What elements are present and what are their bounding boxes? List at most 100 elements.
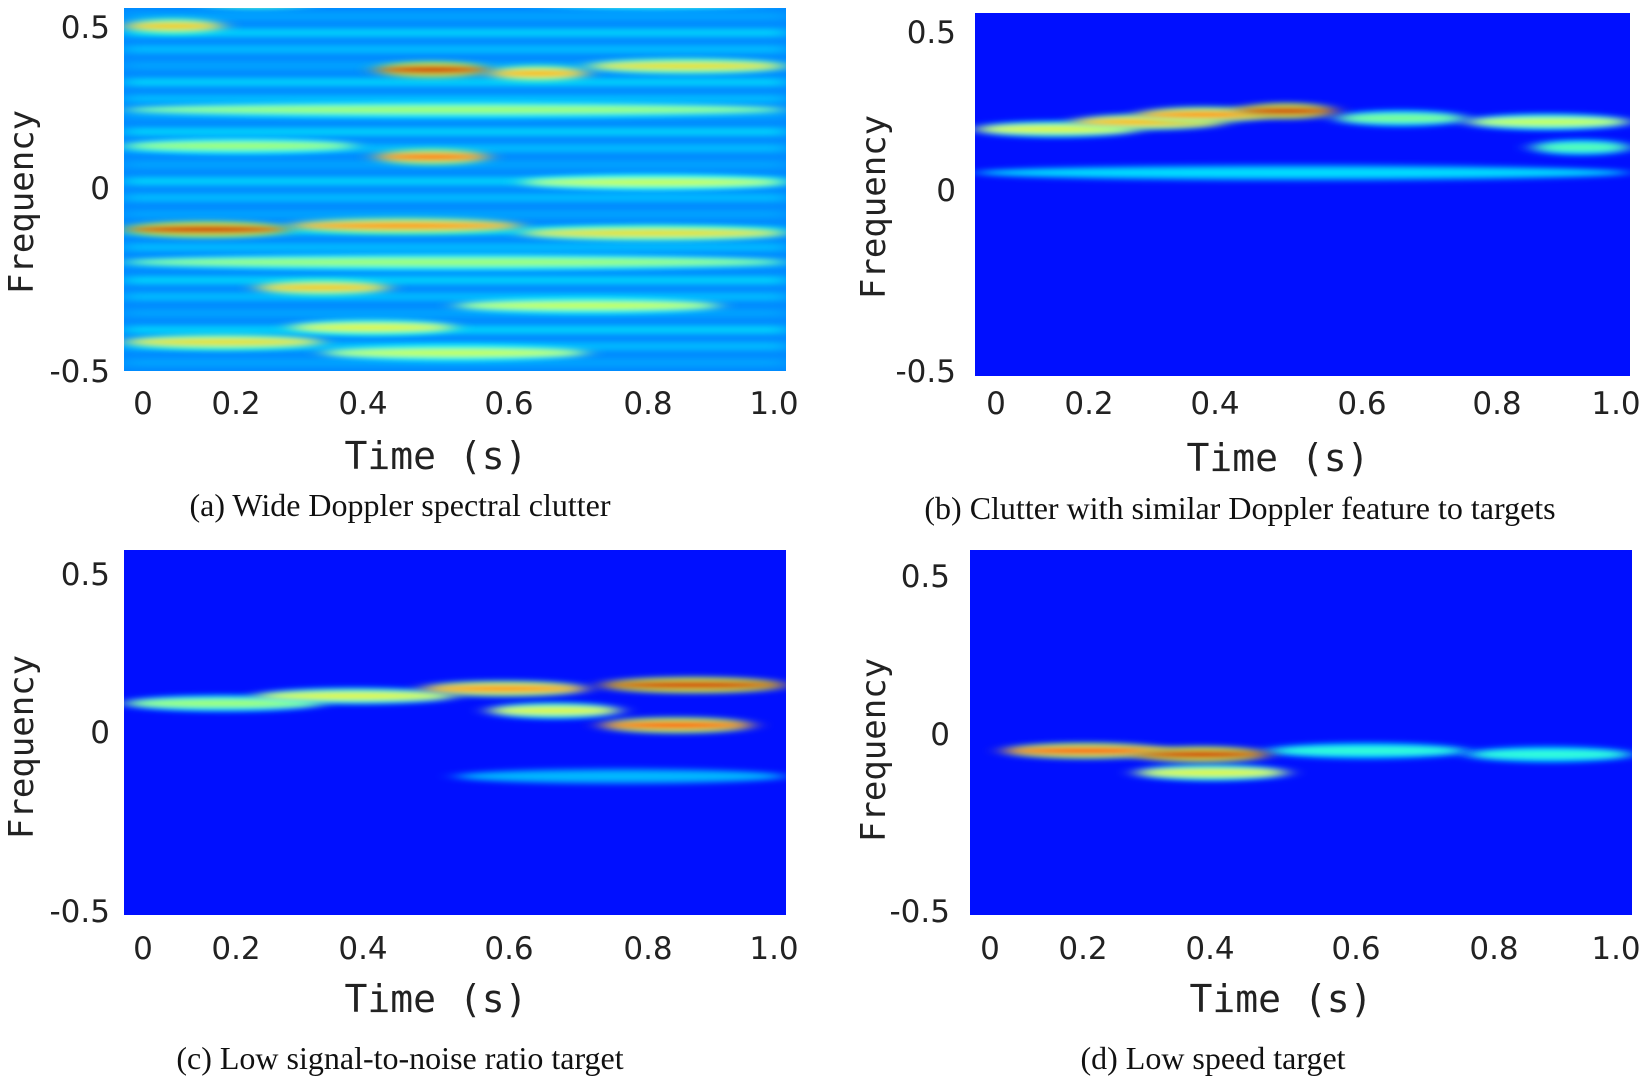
clutter-band [124,160,786,169]
streak-layer [256,285,389,290]
streak-layer [124,24,224,29]
streak-layer [455,774,786,779]
y-tick-label: 0 [936,173,956,209]
x-axis-label: Time (s) [344,977,528,1021]
streak-layer [375,154,489,159]
clutter-band [124,358,786,367]
x-tick-label: 0.6 [484,931,534,967]
streak-layer [1003,748,1169,753]
y-tick-label: -0.5 [49,354,111,390]
spectral-streak [488,65,588,82]
spectral-streak [1135,764,1288,781]
y-tick-label: -0.5 [889,894,951,930]
streak-layer [1466,119,1630,124]
streak-layer [1335,116,1467,121]
x-tick-label: 0.6 [484,386,534,422]
x-tick-label: 0.8 [623,931,673,967]
heatmap-svg [124,550,786,915]
spectral-streak [256,688,455,704]
streak-layer [1138,112,1270,117]
spectral-streak [598,8,710,9]
heatmap-background [975,13,1630,376]
clutter-band [124,292,786,301]
spectral-streak [1267,742,1467,759]
spectral-streak [1466,113,1630,130]
spectral-streak [256,279,389,296]
streak-layer [289,223,522,228]
y-axis-label: Frequency [2,654,42,840]
streak-layer [975,127,1139,132]
figure-caption: (d) Low speed target [1080,1040,1346,1076]
y-tick-label: 0 [90,715,110,751]
streak-layer [124,143,356,148]
streak-layer [124,701,323,706]
x-tick-label: 0.8 [623,386,673,422]
streak-layer [124,227,290,232]
streak-layer [421,686,588,691]
x-tick-label: 1.0 [749,386,799,422]
spectral-streak [1003,742,1169,759]
x-tick-label: 1.0 [1591,386,1641,422]
streak-layer [124,339,323,344]
spectral-streak [124,221,290,238]
streak-layer [598,8,710,9]
x-tick-label: 0 [133,931,153,967]
streak-layer [322,350,588,355]
clutter-band [124,193,786,202]
streak-layer [1135,752,1268,757]
clutter-band [124,45,786,54]
heatmap-svg [124,8,786,371]
y-tick-label: 0.5 [906,15,956,51]
y-axis-label: Frequency [2,109,42,295]
spectral-streak [289,319,455,336]
chart-panel-c: 0.5 0 -0.5 Frequency 0 0.2 0.4 0.6 0.8 1… [0,540,820,1084]
clutter-band [124,28,786,37]
streak-layer [1237,109,1336,114]
spectral-streak [228,8,285,9]
spectral-streak [124,137,356,154]
streak-layer [455,303,720,308]
streak-layer [587,64,786,69]
chart-panel-a: 0.5 0 -0.5 Frequency 0 0.2 0.4 0.6 0.8 1… [0,0,820,523]
streak-layer [521,180,786,185]
clutter-band [124,78,786,87]
x-tick-label: 0.4 [338,386,388,422]
clutter-band [124,127,786,136]
spectral-streak [600,677,786,694]
clutter-band [124,276,786,285]
spectral-streak [124,333,323,350]
streak-layer [289,325,455,330]
y-tick-label: 0.5 [60,557,110,593]
y-tick-label: -0.5 [895,354,957,390]
spectral-streak [375,61,489,78]
figure-caption: (a) Wide Doppler spectral clutter [189,487,611,523]
spectral-streak [421,680,588,697]
heatmap-svg [970,550,1632,915]
y-axis-label: Frequency [854,657,894,843]
clutter-band [124,12,786,21]
streak-layer [1135,770,1288,775]
x-axis-label: Time (s) [344,434,528,478]
x-tick-label: 0 [133,386,153,422]
clutter-band [124,309,786,318]
figure-caption: (c) Low signal-to-noise ratio target [176,1040,624,1076]
spectral-streak [375,148,489,165]
streak-layer [488,71,588,76]
streak-layer [488,708,621,713]
clutter-band [124,243,786,252]
heatmap-plot [124,8,786,371]
clutter-band [124,94,786,103]
heatmap-plot [970,550,1632,915]
spectral-streak [975,164,1630,181]
spectral-streak [1237,103,1336,120]
spectral-streak [600,717,753,734]
x-tick-label: 0.4 [1190,386,1240,422]
streak-layer [124,260,786,265]
chart-panel-d: 0.5 0 -0.5 Frequency 0 0.2 0.4 0.6 0.8 1… [820,540,1650,1084]
heatmap-svg [975,13,1630,376]
y-tick-label: 0.5 [900,559,950,595]
clutter-band [124,325,786,334]
y-axis-label: Frequency [854,114,894,300]
spectral-streak [587,58,786,75]
streak-layer [1267,748,1467,753]
